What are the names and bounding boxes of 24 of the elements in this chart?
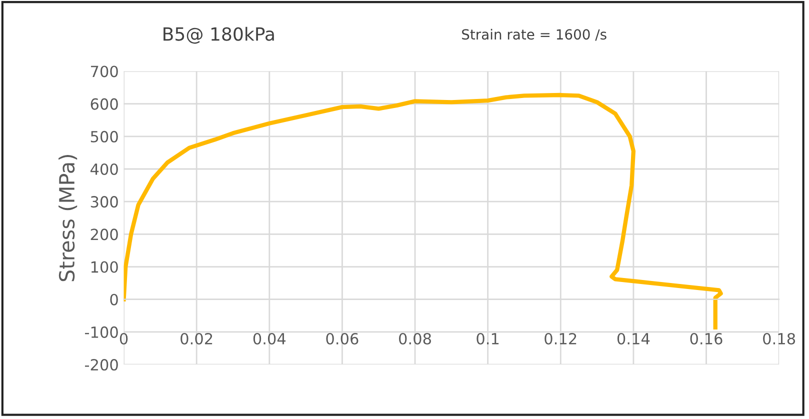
y-tick-label: 300 bbox=[90, 196, 118, 208]
x-tick-label: 0.04 bbox=[253, 332, 286, 345]
x-tick-label: 0 bbox=[120, 332, 128, 345]
y-tick-label: 0 bbox=[110, 294, 118, 306]
y-tick-label: 400 bbox=[90, 163, 118, 176]
y-tick-label: 200 bbox=[90, 228, 118, 240]
x-tick-label: 0.12 bbox=[544, 332, 576, 345]
x-tick-label: 0.06 bbox=[326, 332, 358, 345]
text: Strain rate = 1600 /s bbox=[462, 28, 606, 41]
x-tick-label: 0.16 bbox=[690, 332, 722, 345]
x-tick-label: 0.02 bbox=[180, 332, 212, 345]
y-tick-label: -200 bbox=[84, 358, 118, 371]
y-tick-label: 100 bbox=[91, 261, 118, 273]
y-tick-label: 600 bbox=[90, 98, 118, 110]
y-axis-title: Stress (MPa) bbox=[58, 155, 78, 282]
x-tick-label: 0.18 bbox=[763, 332, 796, 345]
x-tick-label: 0.14 bbox=[617, 332, 650, 345]
y-tick-label: 700 bbox=[91, 66, 118, 78]
x-tick-label: 0.08 bbox=[399, 332, 431, 345]
y-tick-label: -100 bbox=[84, 326, 118, 338]
x-tick-label: 0.1 bbox=[476, 332, 499, 345]
chart-title: B5@ 180kPa bbox=[164, 26, 274, 44]
line-series bbox=[124, 92, 723, 330]
y-tick-label: 500 bbox=[90, 130, 118, 142]
